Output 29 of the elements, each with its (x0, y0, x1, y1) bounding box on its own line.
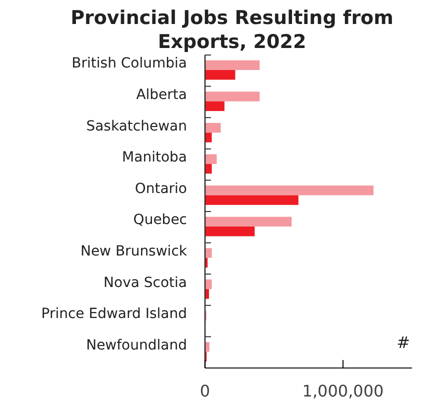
y-tick-label: Nova Scotia (104, 274, 187, 291)
y-tick-label: British Columbia (72, 56, 187, 72)
y-tick-label: Prince Edward Island (41, 306, 187, 322)
y-tick-label: New Brunswick (80, 243, 188, 260)
bar (205, 289, 209, 299)
bar (205, 122, 221, 133)
bar (205, 164, 212, 174)
y-tick-label: Quebec (133, 212, 187, 228)
bar (205, 186, 374, 196)
bar (205, 279, 212, 290)
bar (205, 248, 212, 258)
chart-title: Provincial Jobs Resulting from Exports, 2022 (70, 7, 394, 53)
x-tick-label: 0 (200, 382, 210, 401)
bar (205, 132, 212, 142)
x-tick-label: 1,000,000 (302, 382, 384, 401)
y-tick-label: Manitoba (122, 150, 187, 166)
bar (205, 70, 236, 80)
bar (205, 195, 298, 205)
y-tick-label: Newfoundland (86, 337, 187, 354)
y-tick-label: Saskatchewan (86, 118, 187, 134)
bar (205, 101, 224, 112)
bar (205, 60, 260, 70)
y-tick-label: Alberta (136, 86, 187, 103)
bar (205, 226, 255, 236)
annotation: # (396, 333, 410, 352)
y-tick-label: Ontario (134, 180, 187, 197)
bar (205, 216, 292, 227)
bar (205, 92, 260, 102)
bar (205, 154, 217, 164)
